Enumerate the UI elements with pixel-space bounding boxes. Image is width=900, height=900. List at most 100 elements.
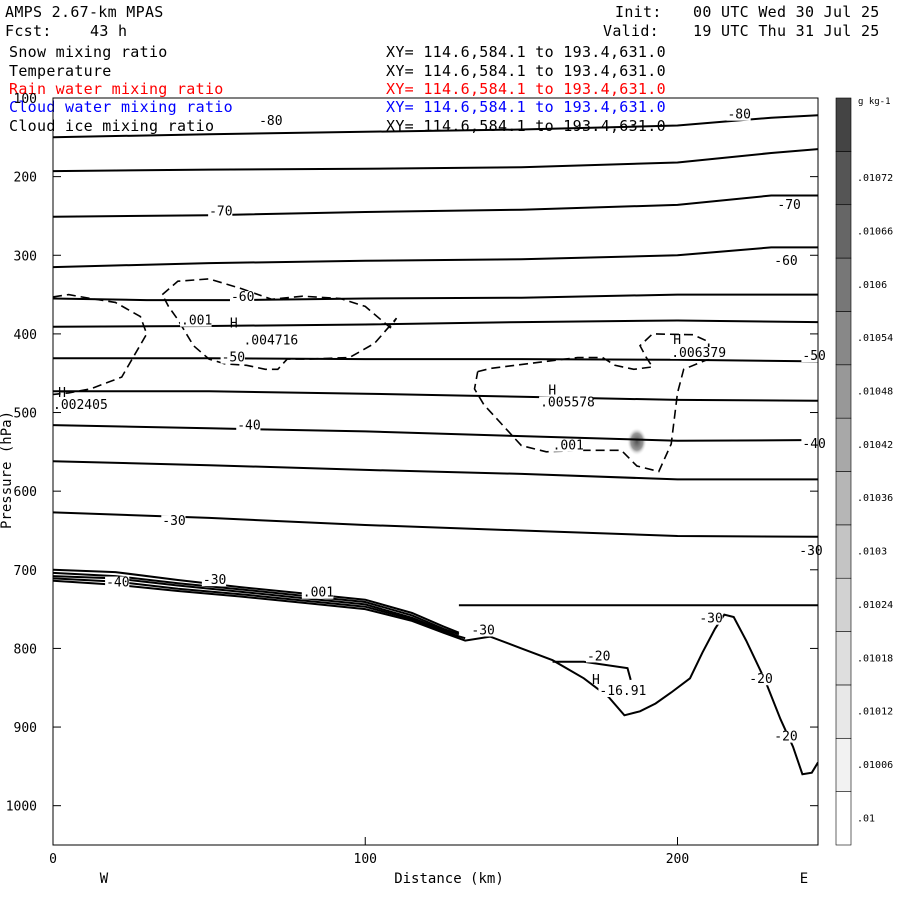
contour-label-bg xyxy=(208,205,233,218)
colorbar-swatch xyxy=(835,151,852,206)
contour-label-bg xyxy=(258,114,283,127)
contour-label: -40 xyxy=(237,418,260,433)
contour-label-bg xyxy=(798,545,823,558)
contour-label: -30 xyxy=(203,573,226,588)
init-value: 00 UTC Wed 30 Jul 25 xyxy=(693,3,880,21)
colorbar-swatch xyxy=(835,631,852,686)
contour-label-bg xyxy=(801,438,826,451)
field-xy-rain: XY= 114.6,584.1 to 193.4,631.0 xyxy=(386,80,666,98)
snow-dashed-contour xyxy=(53,293,148,396)
contour-label-bg xyxy=(220,351,245,364)
colorbar-level-label: .01018 xyxy=(857,653,893,664)
field-xy-snow: XY= 114.6,584.1 to 193.4,631.0 xyxy=(386,43,666,61)
colorbar-level-label: .01066 xyxy=(857,226,893,237)
field-name-cloud-ice: Cloud ice mixing ratio xyxy=(9,117,215,135)
y-tick-label: 800 xyxy=(14,642,37,657)
contour-label: -70 xyxy=(777,198,800,213)
contour-label: .001 xyxy=(303,586,334,601)
contour-label: .001 xyxy=(553,439,584,454)
valid-label: Valid: xyxy=(603,22,659,40)
field-name-temperature: Temperature xyxy=(9,62,112,80)
temperature-contour xyxy=(53,293,818,302)
temperature-contour xyxy=(53,460,818,481)
contour-label-bg xyxy=(105,576,130,589)
max-marker-label: H xyxy=(58,386,66,401)
contour-label: .004716 xyxy=(243,333,298,348)
contour-label-bg xyxy=(470,624,495,637)
temperature-contour xyxy=(53,114,818,139)
colorbar-swatch xyxy=(835,737,852,792)
x-tick-label: 100 xyxy=(354,852,377,867)
colorbar-swatch xyxy=(835,364,852,419)
colorbar-unit: g kg-1 xyxy=(858,97,891,107)
colorbar-level-label: .01054 xyxy=(857,333,893,344)
y-tick-label: 600 xyxy=(14,485,37,500)
colorbar-level-label: .01042 xyxy=(857,440,893,451)
colorbar-swatch xyxy=(835,97,852,152)
temperature-contour xyxy=(53,390,818,402)
x-tick-label: 200 xyxy=(666,852,689,867)
colorbar: .01 .01006 .01012 .01018 .01024 .0103 .01036 .0… xyxy=(835,97,893,846)
contour-label: .002405 xyxy=(53,398,108,413)
contour-label-layer: -80 -80 -70 -70 -60 -60 -50 -50 -40 -40 -30 -30 -40 -… xyxy=(52,108,826,745)
contour-label-bg xyxy=(180,314,212,327)
contour-label-bg xyxy=(52,398,106,411)
temperature-contour xyxy=(53,246,818,269)
field-name-rain: Rain water mixing ratio xyxy=(9,80,224,98)
contour-label: -50 xyxy=(222,351,245,366)
temperature-contour xyxy=(53,194,818,218)
contour-label: -30 xyxy=(471,623,494,638)
colorbar-level-label: .01 xyxy=(857,813,875,824)
colorbar-swatch xyxy=(835,471,852,526)
y-tick-label: 300 xyxy=(14,249,37,264)
contour-layer xyxy=(53,114,818,776)
field-name-cloud-water: Cloud water mixing ratio xyxy=(9,98,233,116)
colorbar-swatch xyxy=(835,524,852,579)
west-label: W xyxy=(100,871,109,887)
y-tick-label: 400 xyxy=(14,328,37,343)
contour-label: -20 xyxy=(587,649,610,664)
east-label: E xyxy=(800,871,808,887)
contour-label: -16.91 xyxy=(599,684,646,699)
x-axis-label: Distance (km) xyxy=(394,871,504,887)
colorbar-swatch xyxy=(835,417,852,472)
y-tick-label: 1000 xyxy=(6,800,37,815)
model-title: AMPS 2.67-km MPAS xyxy=(5,3,164,21)
y-axis-label: Pressure (hPa) xyxy=(0,411,15,529)
colorbar-swatch xyxy=(835,791,852,846)
temperature-contour xyxy=(53,357,818,363)
contour-label: .001 xyxy=(181,314,212,329)
contour-label: -80 xyxy=(259,114,282,129)
contour-label-bg xyxy=(773,254,798,267)
contour-label-bg xyxy=(301,586,334,599)
contour-label: -80 xyxy=(727,108,750,123)
y-tick-label: 700 xyxy=(14,564,37,579)
contour-label: -70 xyxy=(209,204,232,219)
contour-label: -60 xyxy=(774,254,797,269)
colorbar-level-label: .0106 xyxy=(857,280,887,291)
field-xy-temperature: XY= 114.6,584.1 to 193.4,631.0 xyxy=(386,62,666,80)
contour-label-bg xyxy=(776,199,801,212)
contour-label: -30 xyxy=(162,514,185,529)
y-tick-label: 100 xyxy=(14,92,37,107)
colorbar-swatch xyxy=(835,577,852,632)
contour-label-bg xyxy=(229,291,255,304)
max-marker-label: H xyxy=(230,317,238,332)
forecast-value: 43 h xyxy=(90,22,128,40)
contour-label-bg xyxy=(161,515,186,528)
contour-label: -40 xyxy=(802,437,825,452)
colorbar-level-label: .01012 xyxy=(857,707,893,718)
temperature-contour xyxy=(53,148,818,173)
contour-label-bg xyxy=(598,685,645,698)
contour-label-bg xyxy=(773,730,798,743)
plot-frame xyxy=(52,97,819,846)
colorbar-swatch xyxy=(835,204,852,259)
contour-label-bg xyxy=(539,396,593,409)
contour-label-bg xyxy=(242,334,297,347)
temperature-contour xyxy=(552,660,632,681)
colorbar-swatch xyxy=(835,257,852,312)
colorbar-level-label: .01006 xyxy=(857,760,893,771)
contour-label: -20 xyxy=(749,672,772,687)
contour-label-bg xyxy=(585,650,611,663)
